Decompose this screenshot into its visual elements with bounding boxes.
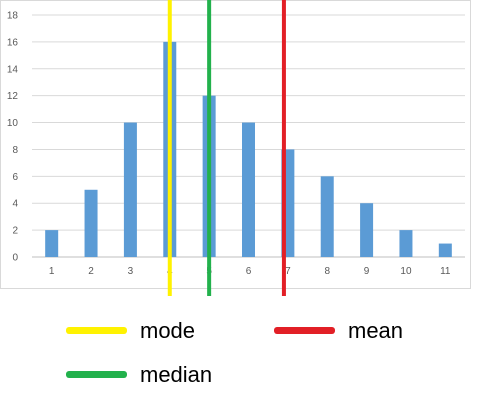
x-tick-label: 6 [246, 266, 252, 277]
y-tick-label: 8 [12, 145, 18, 156]
y-axis-ticks: 0 2 4 6 8 10 12 14 16 18 [7, 11, 19, 264]
y-tick-label: 10 [7, 118, 19, 129]
chart-area-border [0, 0, 471, 289]
legend-item-mode: mode [66, 316, 246, 346]
y-tick-label: 12 [7, 91, 19, 102]
x-tick-label: 9 [364, 266, 370, 277]
x-tick-label: 7 [285, 266, 291, 277]
x-tick-label: 11 [440, 266, 451, 277]
y-tick-label: 14 [7, 64, 19, 75]
y-tick-label: 16 [7, 37, 19, 48]
bar [45, 230, 59, 257]
bar [399, 230, 413, 257]
legend-swatch-mode [66, 327, 127, 334]
legend-swatch-median [66, 371, 127, 378]
y-tick-label: 18 [7, 11, 19, 22]
legend-label-mode: mode [140, 318, 196, 343]
x-tick-label: 8 [324, 266, 330, 277]
legend-label-median: median [140, 362, 213, 387]
legend-item-median: median [66, 360, 246, 390]
y-tick-label: 6 [12, 172, 18, 183]
bar [84, 189, 98, 257]
gridlines [32, 14, 465, 258]
bar [438, 243, 452, 257]
y-tick-label: 0 [12, 253, 18, 264]
bar [360, 203, 374, 257]
y-tick-label: 2 [12, 226, 18, 237]
x-tick-label: 2 [88, 266, 94, 277]
y-tick-label: 4 [12, 199, 18, 210]
reference-lines [167, 0, 286, 296]
bar [242, 122, 255, 257]
bar [123, 122, 137, 257]
bar [320, 176, 334, 257]
x-tick-label: 3 [128, 266, 134, 277]
legend-label-mean: mean [348, 318, 404, 343]
legend-swatch-mean [274, 327, 335, 334]
x-tick-label: 10 [400, 266, 412, 277]
x-tick-label: 1 [49, 266, 55, 277]
legend-item-mean: mean [274, 316, 454, 346]
